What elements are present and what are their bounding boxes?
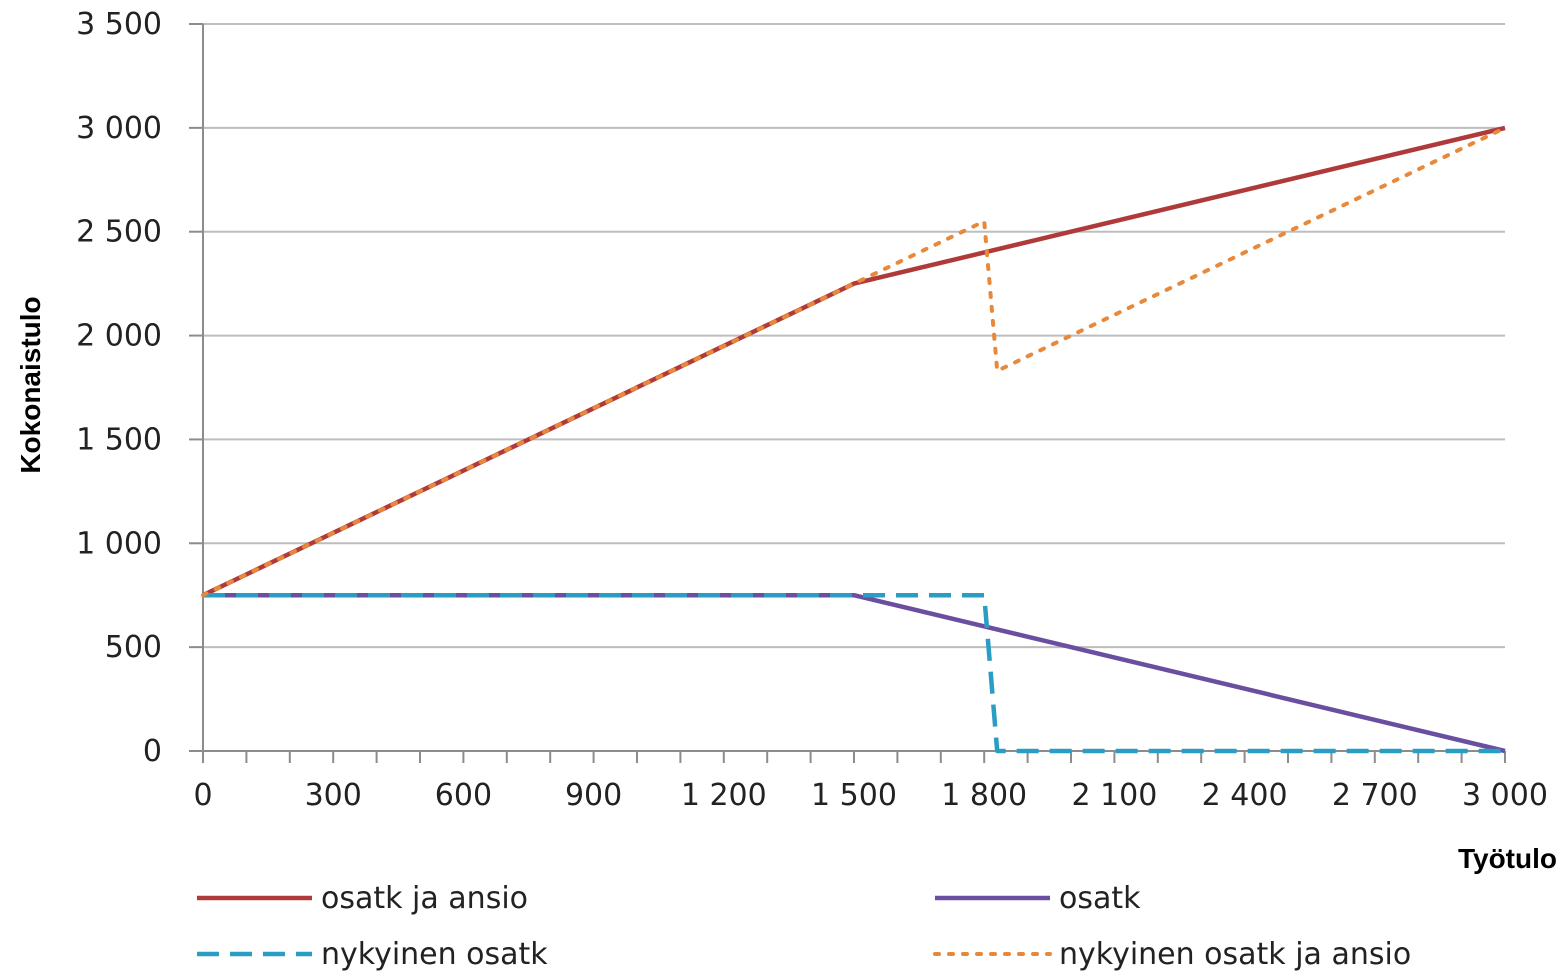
x-tick-label: 900 — [565, 778, 622, 813]
x-tick-label: 3 000 — [1462, 778, 1548, 813]
x-tick-label: 0 — [193, 778, 212, 813]
x-tick-label: 600 — [435, 778, 492, 813]
legend-item: osatk ja ansio — [197, 881, 528, 916]
axes — [189, 23, 1506, 763]
y-tick-label: 1 500 — [76, 422, 162, 457]
legend-item: nykyinen osatk ja ansio — [933, 937, 1411, 972]
series-lines — [201, 125, 1507, 754]
y-axis-title: Kokonaistulo — [15, 296, 46, 473]
series-line-osatk-ja-ansio — [202, 125, 1506, 598]
y-tick-labels: 0 500 1 000 1 500 2 000 2 500 3 000 3 500 — [76, 7, 162, 769]
legend-item: osatk — [935, 881, 1141, 916]
legend-label: osatk — [1059, 881, 1141, 916]
series-line-osatk — [203, 592, 1506, 754]
legend-label: nykyinen osatk — [321, 937, 548, 972]
y-tick-label: 3 000 — [76, 111, 162, 146]
x-tick-label: 2 700 — [1332, 778, 1418, 813]
legend: osatk ja ansio osatk nykyinen osatk nykyine… — [197, 881, 1411, 972]
y-tick-label: 3 500 — [76, 7, 162, 42]
y-tick-label: 2 500 — [76, 215, 162, 250]
x-tick-label: 1 500 — [811, 778, 897, 813]
legend-item: nykyinen osatk — [197, 937, 548, 972]
x-tick-labels: 0 300 600 900 1 200 1 500 1 800 2 100 2 400 2 700… — [193, 778, 1547, 813]
x-axis-title: Työtulo — [1458, 843, 1557, 874]
x-tick-label: 2 400 — [1202, 778, 1288, 813]
legend-label: nykyinen osatk ja ansio — [1059, 937, 1411, 972]
y-tick-label: 0 — [143, 734, 162, 769]
x-tick-label: 2 100 — [1071, 778, 1157, 813]
y-tick-label: 2 000 — [76, 319, 162, 354]
y-tick-label: 1 000 — [76, 526, 162, 561]
grid-lines — [203, 23, 1505, 649]
x-tick-label: 1 200 — [681, 778, 767, 813]
x-tick-label: 1 800 — [941, 778, 1027, 813]
series-line-nykyinen-osatk — [203, 592, 1505, 754]
series-line-nykyinen-osatk-ja-ansio — [201, 125, 1507, 598]
legend-label: osatk ja ansio — [321, 881, 528, 916]
y-tick-label: 500 — [105, 630, 162, 665]
x-tick-label: 300 — [305, 778, 362, 813]
